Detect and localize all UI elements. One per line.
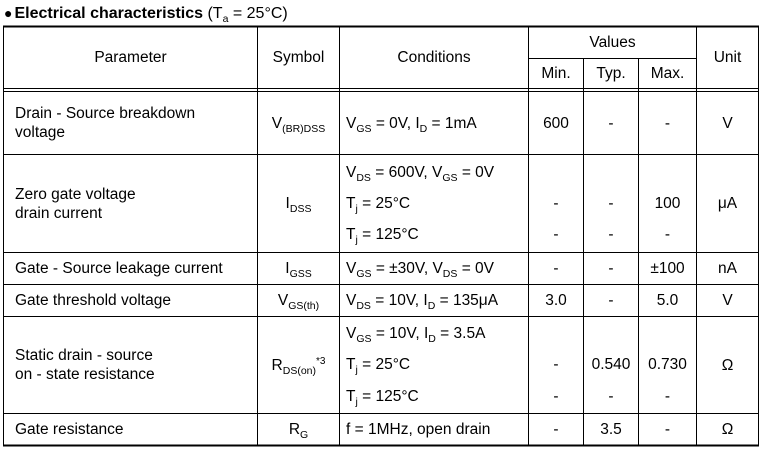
row-vth-min: 3.0	[545, 292, 567, 309]
row-rdson-125c-max: -	[664, 388, 671, 405]
row-idss-symbol: IDSS	[285, 195, 312, 215]
row-breakdown-parameter: Drain - Source breakdown voltage	[15, 105, 196, 141]
row-rdson-condition-2: Tj = 25°C	[346, 356, 411, 376]
row-idss-condition-1: VDS = 600V, VGS = 0V	[346, 163, 495, 184]
header-parameter: Parameter	[94, 49, 167, 66]
row-rdson-25c-max: 0.730	[648, 356, 687, 373]
row-rg-typ: 3.5	[600, 421, 622, 438]
row-idss-condition-2: Tj = 25°C	[346, 194, 411, 215]
section-title: ● Electrical characteristics (Ta = 25°C)	[4, 1, 288, 25]
row-rg-symbol: RG	[288, 421, 309, 441]
row-breakdown-unit: V	[722, 114, 733, 132]
row-idss-125c-min: -	[553, 226, 559, 243]
row-rdson-125c-typ: -	[608, 388, 614, 405]
header-conditions: Conditions	[397, 49, 471, 66]
row-rdson-condition-3: Tj = 125°C	[346, 388, 419, 408]
row-rg-unit: Ω	[721, 421, 734, 438]
header-unit: Unit	[713, 49, 742, 66]
row-breakdown-symbol: V(BR)DSS	[271, 114, 326, 135]
row-rdson-125c-min: -	[553, 388, 559, 405]
row-igss-symbol: IGSS	[285, 260, 312, 280]
row-rdson-condition-1: VGS = 10V, ID = 3.5A	[346, 324, 486, 345]
row-igss-unit: nA	[718, 260, 737, 277]
row-vth-typ: -	[608, 292, 614, 309]
row-vth-condition: VDS = 10V, ID = 135μA	[346, 292, 499, 312]
row-idss-125c-typ: -	[608, 226, 614, 243]
row-breakdown-max: -	[664, 114, 671, 132]
row-breakdown-min: 600	[543, 114, 569, 132]
row-idss-25c-min: -	[553, 194, 559, 212]
row-rg-condition: f = 1MHz, open drain	[346, 421, 491, 438]
row-idss-25c-typ: -	[608, 194, 614, 212]
row-breakdown-typ: -	[608, 114, 614, 132]
row-rdson-parameter: Static drain - source on - state resistan…	[15, 347, 155, 383]
row-idss-unit: μA	[717, 195, 738, 212]
title-bold: Electrical characteristics	[14, 5, 204, 22]
row-idss-condition-3: Tj = 125°C	[346, 226, 419, 246]
row-rg-min: -	[553, 421, 559, 438]
row-vth-symbol: VGS(th)	[277, 292, 320, 312]
row-rdson-symbol: RDS(on)*3	[271, 355, 326, 377]
row-vth-unit: V	[722, 292, 733, 309]
header-min: Min.	[541, 65, 571, 82]
row-breakdown-condition: VGS = 0V, ID = 1mA	[346, 114, 477, 135]
row-rg-parameter: Gate resistance	[15, 421, 124, 438]
row-idss-125c-max: -	[664, 226, 671, 243]
row-rg-max: -	[664, 421, 671, 438]
header-symbol: Symbol	[272, 49, 325, 66]
title-cond: (Ta = 25°C)	[203, 5, 288, 25]
row-idss-parameter: Zero gate voltage drain current	[15, 185, 136, 222]
row-rdson-unit: Ω	[721, 356, 734, 374]
row-vth-max: 5.0	[656, 292, 679, 309]
header-values: Values	[589, 34, 636, 51]
header-max: Max.	[650, 65, 685, 82]
row-igss-typ: -	[608, 260, 614, 277]
row-igss-condition: VGS = ±30V, VDS = 0V	[346, 260, 495, 280]
row-igss-min: -	[553, 260, 559, 277]
row-rdson-25c-typ: 0.540	[591, 356, 631, 373]
row-idss-25c-max: 100	[654, 194, 681, 212]
bullet-icon: ●	[4, 5, 13, 21]
header-typ: Typ.	[596, 65, 626, 82]
row-vth-parameter: Gate threshold voltage	[15, 292, 171, 309]
row-igss-max: ±100	[650, 260, 685, 277]
row-rdson-25c-min: -	[553, 356, 559, 373]
row-igss-parameter: Gate - Source leakage current	[15, 260, 223, 277]
